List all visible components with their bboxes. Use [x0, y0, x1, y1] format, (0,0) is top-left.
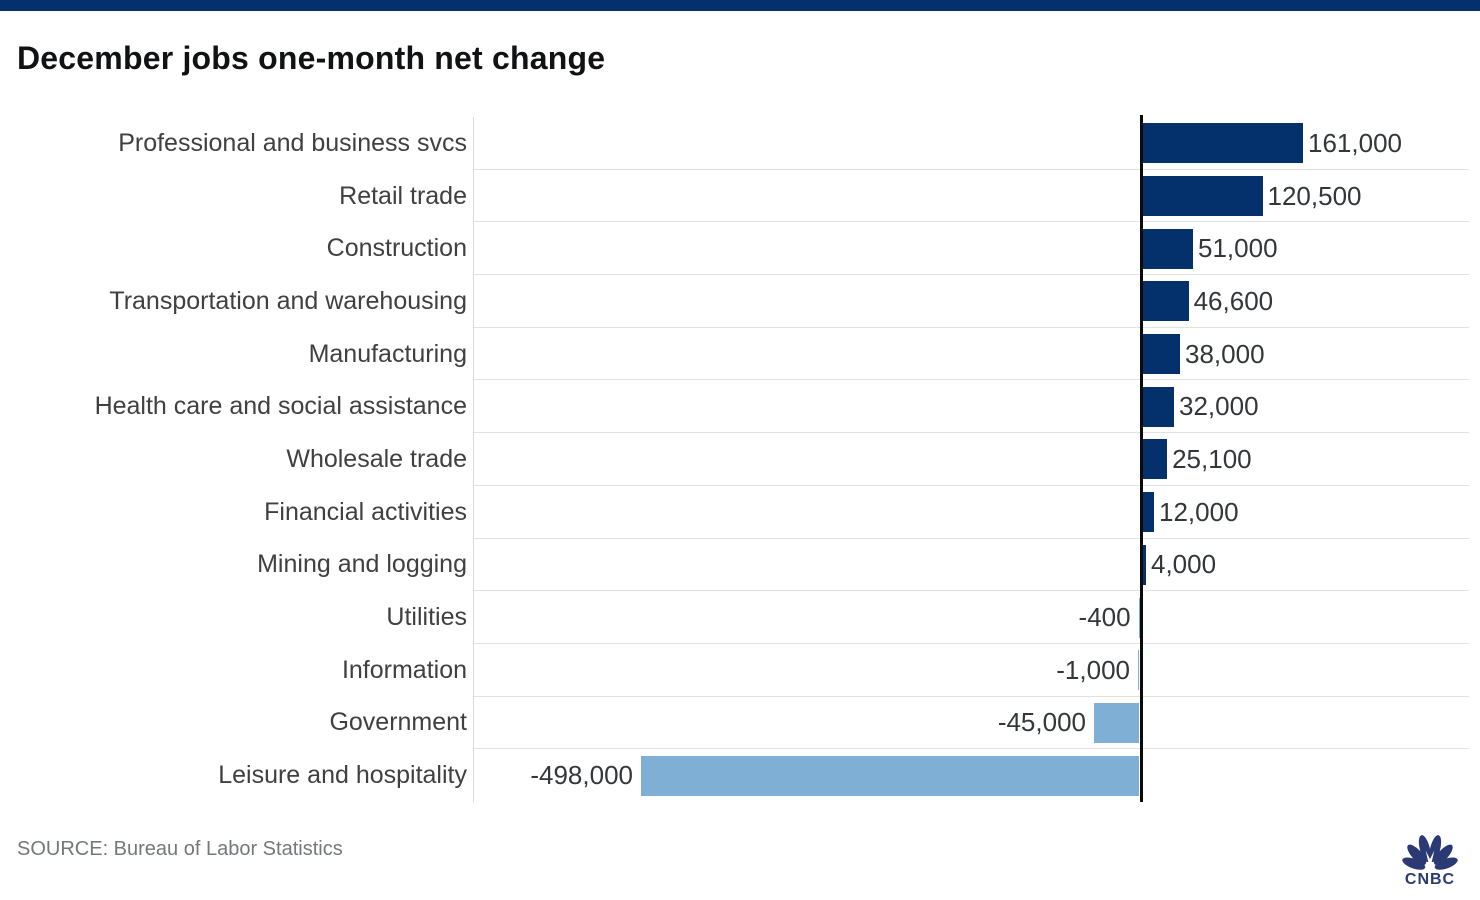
bar: [1142, 544, 1146, 585]
value-label: 25,100: [1172, 443, 1252, 474]
category-label: Information: [341, 655, 467, 684]
chart-row: Utilities -400: [0, 591, 1480, 644]
plot-left-border: [473, 117, 474, 802]
chart-row: Retail trade 120,500: [0, 170, 1480, 223]
category-label: Construction: [326, 234, 467, 263]
row-gridline: [473, 748, 1469, 750]
cnbc-wordmark: CNBC: [1404, 871, 1456, 888]
category-label: Utilities: [386, 603, 467, 632]
value-label: -400: [1078, 602, 1131, 633]
bar: [1142, 176, 1263, 217]
category-label: Leisure and hospitality: [218, 761, 467, 790]
chart-row: Wholesale trade 25,100: [0, 433, 1480, 486]
bar: [1142, 492, 1154, 533]
chart-row: Information -1,000: [0, 644, 1480, 697]
value-label: 46,600: [1193, 285, 1274, 316]
chart-row: Government -45,000: [0, 697, 1480, 750]
chart-row: Leisure and hospitality -498,000: [0, 749, 1480, 802]
value-label: 4,000: [1151, 549, 1217, 580]
category-label: Transportation and warehousing: [109, 286, 467, 315]
bar: [1142, 228, 1193, 269]
chart-title: December jobs one-month net change: [17, 40, 606, 76]
bar: [1142, 439, 1168, 480]
bar: [641, 755, 1139, 796]
category-label: Wholesale trade: [286, 444, 467, 473]
bar: [1142, 386, 1174, 427]
category-label: Retail trade: [339, 181, 467, 210]
chart-row: Mining and logging 4,000: [0, 539, 1480, 592]
value-label: 161,000: [1308, 127, 1402, 158]
row-gridline: [473, 484, 1469, 486]
bar: [1142, 123, 1303, 164]
source-attribution: SOURCE: Bureau of Labor Statistics: [17, 838, 343, 860]
bar: [1094, 702, 1139, 743]
peacock-icon: [1402, 835, 1458, 870]
category-label: Manufacturing: [308, 339, 467, 368]
value-label: -1,000: [1056, 654, 1130, 685]
row-gridline: [473, 695, 1469, 697]
row-gridline: [473, 432, 1469, 434]
zero-axis-line: [1140, 115, 1143, 802]
value-label: 32,000: [1179, 391, 1259, 422]
row-gridline: [473, 642, 1469, 644]
value-label: 51,000: [1198, 233, 1278, 264]
bar: [1138, 650, 1139, 691]
row-gridline: [473, 590, 1469, 592]
value-label: -45,000: [997, 707, 1086, 738]
row-gridline: [473, 221, 1469, 223]
category-label: Financial activities: [264, 497, 467, 526]
bar: [1142, 281, 1189, 322]
row-gridline: [473, 168, 1469, 170]
chart-row: Financial activities 12,000: [0, 486, 1480, 539]
category-label: Professional and business svcs: [118, 128, 467, 157]
chart-row: Transportation and warehousing 46,600: [0, 275, 1480, 328]
value-label: 38,000: [1185, 338, 1265, 369]
row-gridline: [473, 274, 1469, 276]
row-gridline: [473, 537, 1469, 539]
row-gridline: [473, 379, 1469, 381]
chart-row: Manufacturing 38,000: [0, 328, 1480, 381]
cnbc-logo: CNBC: [1398, 835, 1462, 891]
chart-row: Health care and social assistance 32,000: [0, 380, 1480, 434]
row-gridline: [473, 326, 1469, 328]
bar: [1142, 334, 1180, 375]
chart-row: Construction 51,000: [0, 222, 1480, 276]
value-label: 120,500: [1267, 180, 1362, 211]
category-label: Government: [329, 708, 467, 737]
category-label: Health care and social assistance: [94, 392, 467, 421]
value-label: -498,000: [530, 760, 633, 791]
value-label: 12,000: [1159, 496, 1239, 527]
brand-top-bar: [0, 0, 1480, 11]
chart-row: Professional and business svcs 161,000: [0, 117, 1480, 170]
category-label: Mining and logging: [257, 550, 467, 579]
